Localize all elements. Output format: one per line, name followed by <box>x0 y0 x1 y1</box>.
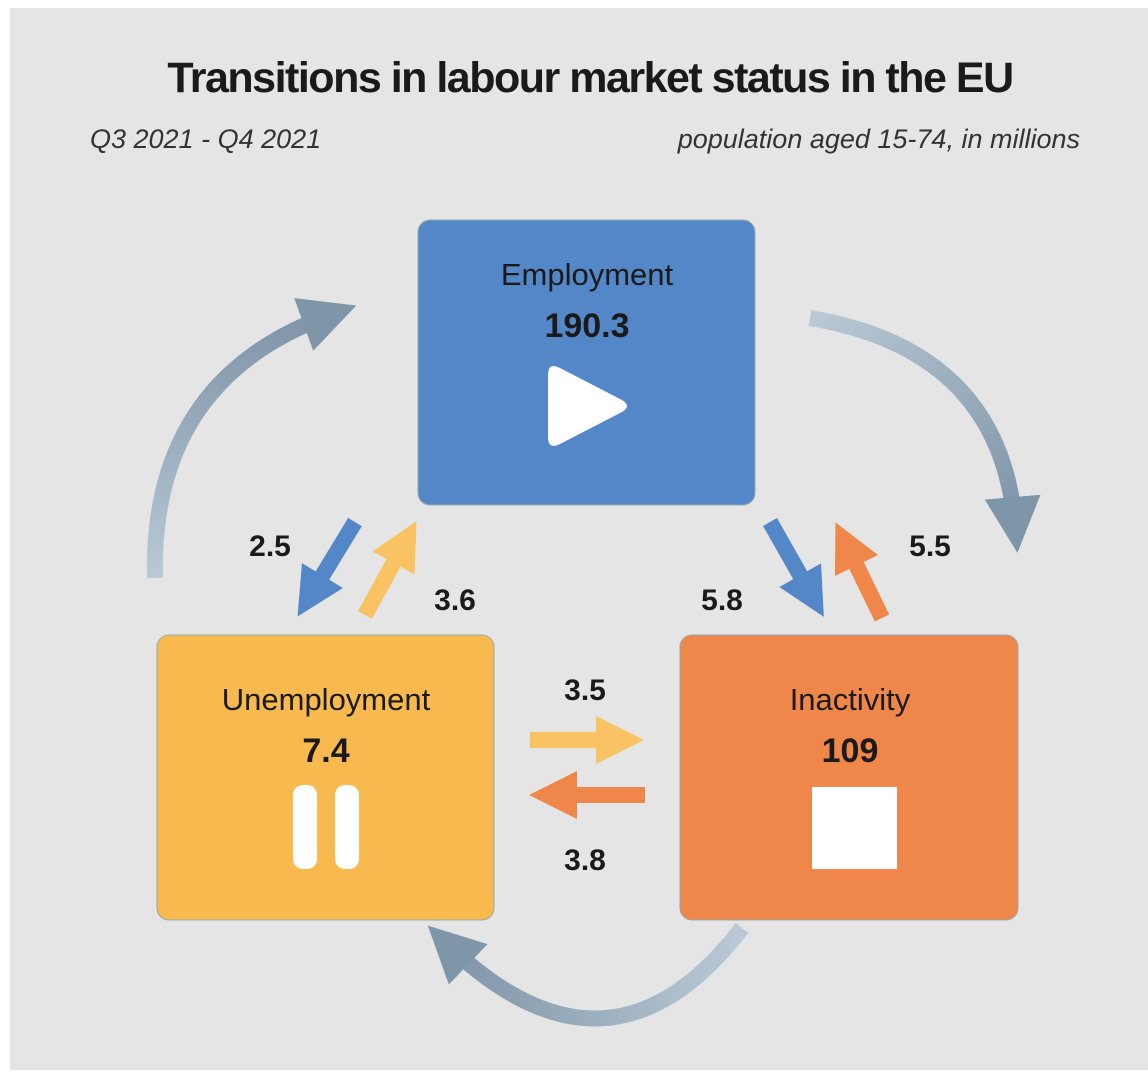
node-label: Unemployment <box>222 682 431 717</box>
flow-value: 5.5 <box>909 530 951 563</box>
node-label: Inactivity <box>790 682 911 717</box>
employment-box <box>417 219 756 506</box>
cycle-arrow <box>427 923 749 1027</box>
node-value: 7.4 <box>302 732 349 770</box>
flow-value: 3.5 <box>564 674 606 707</box>
node-value: 109 <box>822 732 879 770</box>
inactivity-box <box>679 634 1019 921</box>
flow-value: 3.6 <box>434 584 476 617</box>
flow-arrow <box>763 518 824 617</box>
pause-icon <box>335 785 359 869</box>
node-label: Employment <box>501 257 674 292</box>
cycle-arrow <box>808 310 1041 553</box>
play-icon <box>548 366 627 446</box>
cycle-arrows <box>146 298 1041 1027</box>
stop-icon <box>812 787 897 869</box>
title: Transitions in labour market status in t… <box>167 54 1012 102</box>
unemployment-box <box>156 634 495 921</box>
flow-value: 2.5 <box>249 530 291 563</box>
node-value: 190.3 <box>544 307 629 345</box>
pause-icon <box>293 785 317 869</box>
flow-value: 3.8 <box>564 844 606 877</box>
flow-arrows <box>297 517 890 819</box>
period: Q3 2021 - Q4 2021 <box>90 124 321 154</box>
flow-arrow <box>834 522 890 622</box>
cycle-arrow <box>146 298 357 579</box>
flow-arrow <box>297 517 362 617</box>
flow-arrow <box>357 520 417 619</box>
flow-value: 5.8 <box>701 584 743 617</box>
note: population aged 15-74, in millions <box>677 124 1080 154</box>
